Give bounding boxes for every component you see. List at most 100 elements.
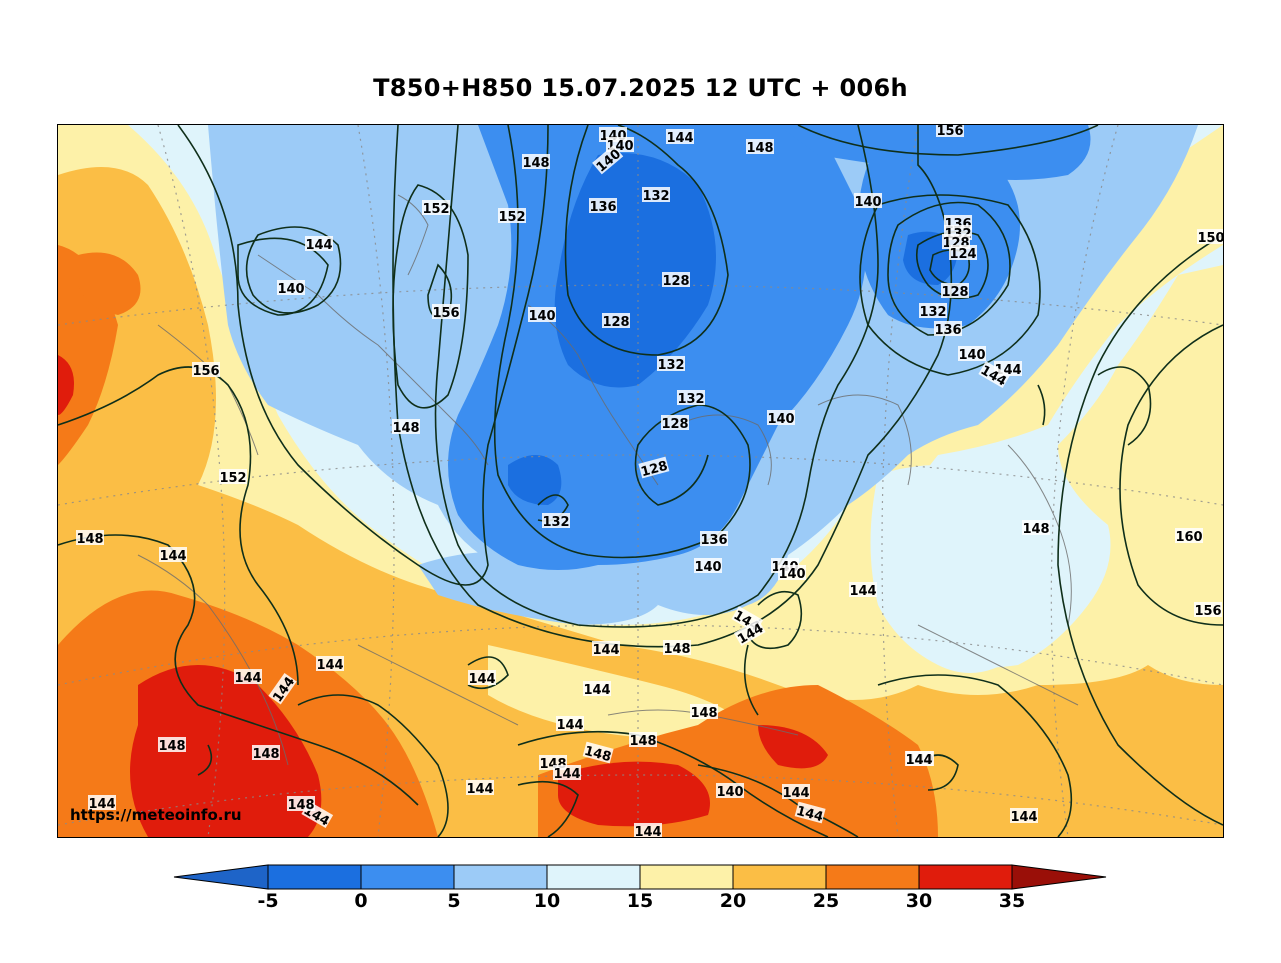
contour-label: 148 bbox=[663, 640, 691, 657]
contour-label-text: 152 bbox=[422, 202, 449, 217]
contour-label: 152 bbox=[422, 200, 450, 217]
contour-label-text: 144 bbox=[466, 782, 493, 797]
temp-zone-20-25-west bbox=[58, 167, 1223, 837]
contour-label: 148 bbox=[690, 704, 718, 721]
contour-label-text: 144 bbox=[666, 131, 693, 146]
contour-label: 156 bbox=[192, 362, 220, 379]
contour-label: 140 bbox=[528, 307, 556, 324]
coastlines bbox=[137, 194, 1079, 766]
contour-label-text: 124 bbox=[949, 247, 976, 262]
colorbar-bin bbox=[360, 864, 455, 890]
contour-label: 160 bbox=[1175, 528, 1203, 545]
contour-label-text: 148 bbox=[690, 706, 717, 721]
colorbar-tick: 15 bbox=[626, 890, 654, 912]
colorbar-max-triangle bbox=[1011, 864, 1107, 890]
contour-label: 128 bbox=[602, 313, 630, 330]
contour-label-text: 132 bbox=[919, 305, 946, 320]
contour-label-text: 160 bbox=[1175, 530, 1202, 545]
colorbar-tick: 10 bbox=[533, 890, 561, 912]
contour-label-text: 144 bbox=[1010, 810, 1037, 825]
contour-label-text: 156 bbox=[936, 125, 963, 139]
contour-label: 132 bbox=[657, 356, 685, 373]
contour-label: 128 bbox=[941, 283, 969, 300]
graticule bbox=[58, 125, 1223, 837]
contour-label: 140 bbox=[716, 783, 744, 800]
contour-label-text: 140 bbox=[854, 195, 881, 210]
colorbar-bin bbox=[639, 864, 734, 890]
contour-label-text: 148 bbox=[583, 744, 613, 766]
contour-label: 148 bbox=[287, 796, 315, 813]
contour-label: 124 bbox=[949, 245, 977, 262]
contour-label: 136 bbox=[934, 321, 962, 338]
contour-label: 132 bbox=[642, 187, 670, 204]
colorbar-bin bbox=[267, 864, 362, 890]
contour-label: 144 bbox=[556, 716, 584, 733]
contour-label: 144 bbox=[159, 547, 187, 564]
contour-label-text: 132 bbox=[642, 189, 669, 204]
contour-label: 140 bbox=[958, 346, 986, 363]
temp-zone-20-25-south bbox=[488, 645, 748, 739]
contour-label: 144 bbox=[849, 582, 877, 599]
contour-label-text: 128 bbox=[639, 459, 669, 481]
contour-label-text: 144 bbox=[234, 671, 261, 686]
contour-label-text: 140 bbox=[778, 567, 805, 582]
contour-label-text: 144 bbox=[88, 797, 115, 812]
contour-label-text: 156 bbox=[1194, 604, 1221, 619]
contour-label-text: 144 bbox=[468, 672, 495, 687]
contour-label-text: 156 bbox=[192, 364, 219, 379]
contour-label: 156 bbox=[1194, 602, 1222, 619]
contour-label: 144 bbox=[1010, 808, 1038, 825]
contour-label-text: 136 bbox=[934, 323, 961, 338]
contour-label-text: 128 bbox=[602, 315, 629, 330]
height-contours bbox=[58, 125, 1223, 837]
weather-map: 140 140 140 144 148 156 148 152 152 136 132 144 140 1… bbox=[58, 125, 1223, 837]
contour-label-text: 144 bbox=[583, 683, 610, 698]
colorbar bbox=[173, 864, 1107, 890]
contour-label: 148 bbox=[76, 530, 104, 547]
contour-label: 144 bbox=[88, 795, 116, 812]
contour-label: 132 bbox=[919, 303, 947, 320]
contour-label: 144 bbox=[234, 669, 262, 686]
contour-label-text: 148 bbox=[287, 798, 314, 813]
contour-label-text: 132 bbox=[677, 392, 704, 407]
contour-label: 144 bbox=[782, 784, 810, 801]
contour-label: 140 bbox=[854, 193, 882, 210]
contour-label: 148 bbox=[1022, 520, 1050, 537]
contour-label-text: 140 bbox=[528, 309, 555, 324]
contour-label: 136 bbox=[589, 198, 617, 215]
contour-label: 156 bbox=[432, 304, 460, 321]
contour-label: 144 bbox=[466, 780, 494, 797]
contour-label-text: 148 bbox=[252, 747, 279, 762]
contour-label-text: 132 bbox=[657, 358, 684, 373]
contour-label-text: 144 bbox=[159, 549, 186, 564]
contour-label: 148 bbox=[522, 154, 550, 171]
source-watermark[interactable]: https://meteoinfo.ru bbox=[70, 806, 242, 824]
contour-label: 150 bbox=[1197, 229, 1223, 246]
contour-label-text: 128 bbox=[661, 417, 688, 432]
contour-label-text: 152 bbox=[219, 471, 246, 486]
contour-label-text: 148 bbox=[76, 532, 103, 547]
contour-label: 140 bbox=[767, 410, 795, 427]
contour-label-text: 136 bbox=[700, 533, 727, 548]
contour-label: 152 bbox=[219, 469, 247, 486]
contour-label: 148 bbox=[583, 741, 614, 766]
contour-label: 140 bbox=[277, 280, 305, 297]
contour-label-text: 140 bbox=[767, 412, 794, 427]
contour-label: 128 bbox=[638, 456, 669, 481]
contour-label-text: 156 bbox=[432, 306, 459, 321]
contour-label: 148 bbox=[158, 737, 186, 754]
contour-label-text: 140 bbox=[694, 560, 721, 575]
contour-label-text: 144 bbox=[905, 753, 932, 768]
contour-label-text: 148 bbox=[1022, 522, 1049, 537]
contour-label-text: 148 bbox=[522, 156, 549, 171]
colorbar-bin bbox=[918, 864, 1013, 890]
contour-label-text: 144 bbox=[556, 718, 583, 733]
contour-label: 148 bbox=[746, 139, 774, 156]
colorbar-bin bbox=[732, 864, 827, 890]
contour-label-text: 148 bbox=[746, 141, 773, 156]
contour-label-text: 144 bbox=[316, 658, 343, 673]
contour-label-text: 148 bbox=[392, 421, 419, 436]
contour-label: 144 bbox=[553, 765, 581, 782]
contour-label-text: 144 bbox=[592, 643, 619, 658]
contour-label-text: 136 bbox=[589, 200, 616, 215]
